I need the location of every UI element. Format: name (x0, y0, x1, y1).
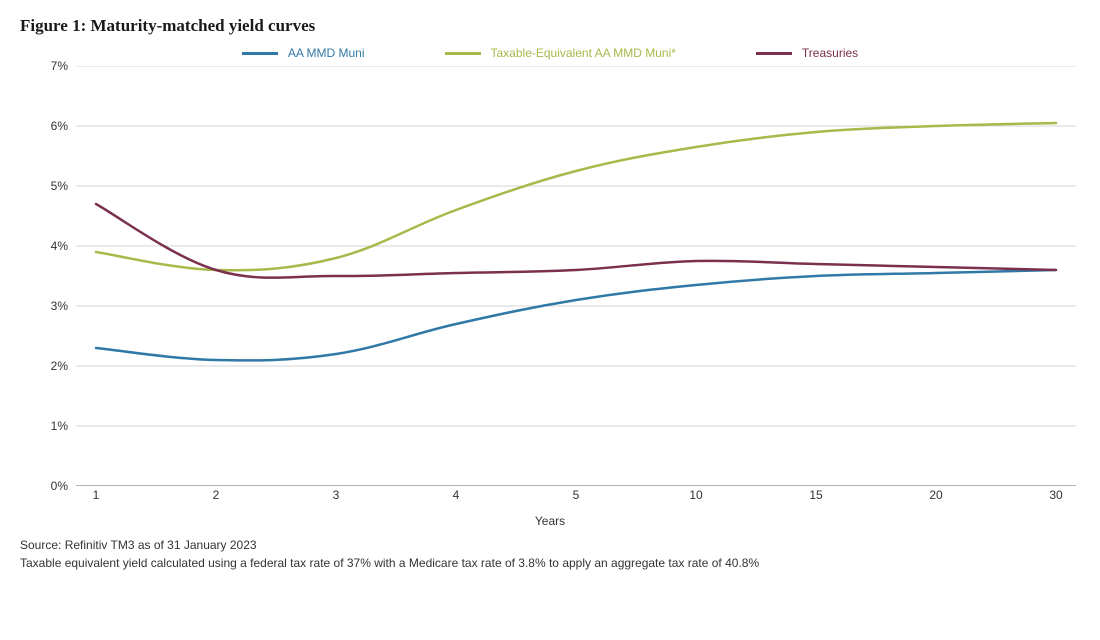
x-tick-label: 4 (453, 488, 460, 502)
y-tick-label: 2% (51, 359, 68, 373)
legend-label: AA MMD Muni (288, 46, 365, 60)
x-tick-label: 2 (213, 488, 220, 502)
y-tick-label: 3% (51, 299, 68, 313)
x-tick-label: 15 (809, 488, 822, 502)
legend-item: AA MMD Muni (242, 46, 365, 60)
series-line (96, 204, 1056, 278)
series-line (96, 123, 1056, 270)
legend-label: Taxable-Equivalent AA MMD Muni* (491, 46, 676, 60)
legend-item: Taxable-Equivalent AA MMD Muni* (445, 46, 676, 60)
footnote-line: Taxable equivalent yield calculated usin… (20, 554, 1080, 572)
plot-svg (76, 66, 1076, 486)
legend-swatch (756, 52, 792, 55)
y-axis-ticks: 0%1%2%3%4%5%6%7% (20, 66, 76, 526)
y-tick-label: 6% (51, 119, 68, 133)
y-tick-label: 5% (51, 179, 68, 193)
x-tick-label: 1 (93, 488, 100, 502)
plot-area (76, 66, 1076, 486)
x-tick-label: 10 (689, 488, 702, 502)
footnotes: Source: Refinitiv TM3 as of 31 January 2… (20, 536, 1080, 572)
legend-swatch (445, 52, 481, 55)
y-tick-label: 0% (51, 479, 68, 493)
x-tick-label: 20 (929, 488, 942, 502)
footnote-line: Source: Refinitiv TM3 as of 31 January 2… (20, 536, 1080, 554)
chart-title: Figure 1: Maturity-matched yield curves (20, 16, 1080, 36)
series-line (96, 270, 1056, 360)
legend: AA MMD Muni Taxable-Equivalent AA MMD Mun… (20, 46, 1080, 60)
chart-area: 0%1%2%3%4%5%6%7% 1234510152030 Years (20, 66, 1080, 526)
y-tick-label: 4% (51, 239, 68, 253)
y-tick-label: 1% (51, 419, 68, 433)
x-tick-label: 3 (333, 488, 340, 502)
x-axis-title: Years (535, 514, 565, 528)
y-tick-label: 7% (51, 59, 68, 73)
x-axis-ticks: 1 2 3 4 5 10 15 20 30 (76, 488, 1076, 508)
legend-label: Treasuries (802, 46, 858, 60)
legend-swatch (242, 52, 278, 55)
x-tick-label: 30 (1049, 488, 1062, 502)
x-tick-label: 5 (573, 488, 580, 502)
legend-item: Treasuries (756, 46, 858, 60)
